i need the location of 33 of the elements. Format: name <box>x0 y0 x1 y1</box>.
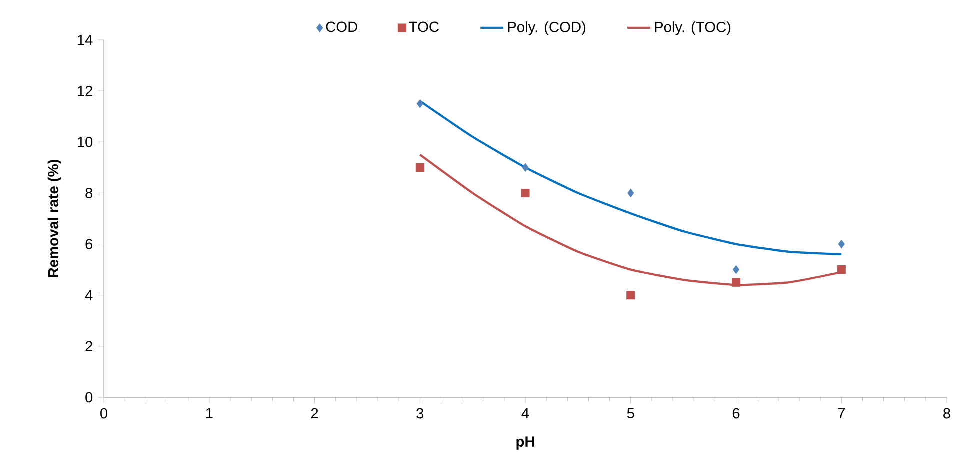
point <box>628 188 634 198</box>
x-tick-label: 7 <box>838 408 845 418</box>
x-tick-label: 8 <box>944 408 950 419</box>
point <box>522 163 529 172</box>
y-tick-label: 8 <box>86 188 93 198</box>
legend-label: Poly. (TOC) <box>655 22 731 36</box>
legend-label: Poly. (COD) <box>508 22 586 36</box>
point <box>838 240 845 248</box>
x-tick-label: 2 <box>311 408 318 418</box>
point <box>416 99 424 108</box>
x-tick-label: 5 <box>627 408 634 418</box>
x-tick-label: 4 <box>522 408 530 418</box>
point <box>732 278 741 287</box>
legend-label: COD <box>326 22 358 32</box>
y-tick-label: 12 <box>78 86 92 96</box>
y-tick-label: 6 <box>86 239 93 250</box>
y-axis-title: Removal rate (%) <box>48 160 62 278</box>
x-tick-label: 3 <box>416 408 424 419</box>
point <box>416 163 424 172</box>
x-tick-label: 1 <box>206 408 213 418</box>
point <box>732 265 740 274</box>
y-tick-label: 14 <box>78 34 93 45</box>
point <box>521 188 530 198</box>
point <box>837 265 846 274</box>
point <box>626 290 636 300</box>
legend-label: TOC <box>409 22 439 32</box>
x-tick-label: 0 <box>100 408 108 419</box>
y-tick-label: 10 <box>78 136 93 148</box>
y-tick-label: 4 <box>85 290 93 300</box>
y-tick-label: 0 <box>86 392 93 403</box>
y-tick-label: 2 <box>86 341 92 352</box>
x-tick-label: 6 <box>732 408 740 419</box>
x-axis-title: pH <box>516 436 534 450</box>
